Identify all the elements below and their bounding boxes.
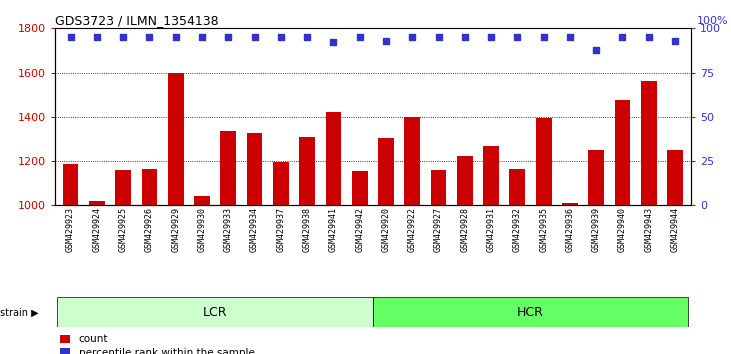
Text: GDS3723 / ILMN_1354138: GDS3723 / ILMN_1354138 xyxy=(55,14,219,27)
Bar xyxy=(562,203,577,205)
Point xyxy=(591,47,602,52)
Bar xyxy=(58,297,373,327)
Bar xyxy=(142,169,157,205)
Point xyxy=(538,34,550,40)
Point xyxy=(459,34,471,40)
Point xyxy=(249,34,260,40)
Point xyxy=(354,34,366,40)
Point xyxy=(380,38,392,44)
Bar xyxy=(299,137,315,205)
Point xyxy=(406,34,418,40)
Point xyxy=(669,38,681,44)
Bar xyxy=(378,138,394,205)
Bar xyxy=(89,201,105,205)
Point xyxy=(564,34,576,40)
Point xyxy=(327,40,339,45)
Point xyxy=(433,34,444,40)
Point xyxy=(117,34,129,40)
Legend: count, percentile rank within the sample: count, percentile rank within the sample xyxy=(60,335,254,354)
Bar xyxy=(63,164,78,205)
Bar xyxy=(588,150,604,205)
Text: 100%: 100% xyxy=(697,16,728,25)
Point xyxy=(512,34,523,40)
Bar xyxy=(615,100,630,205)
Bar xyxy=(641,81,656,205)
Bar xyxy=(510,169,526,205)
Bar xyxy=(168,73,183,205)
Bar xyxy=(325,113,341,205)
Point xyxy=(643,34,654,40)
Bar xyxy=(457,155,473,205)
Bar xyxy=(194,196,210,205)
Point xyxy=(91,34,103,40)
Text: HCR: HCR xyxy=(517,306,544,319)
Point xyxy=(65,34,77,40)
Point xyxy=(275,34,287,40)
Point xyxy=(485,34,497,40)
Bar xyxy=(431,170,447,205)
Point xyxy=(196,34,208,40)
Point xyxy=(170,34,181,40)
Bar xyxy=(536,118,551,205)
Point xyxy=(143,34,155,40)
Point xyxy=(617,34,629,40)
Bar xyxy=(404,117,420,205)
Point xyxy=(301,34,313,40)
Point xyxy=(222,34,234,40)
Text: LCR: LCR xyxy=(203,306,227,319)
Text: strain ▶: strain ▶ xyxy=(0,307,39,318)
Bar xyxy=(220,131,236,205)
Bar xyxy=(352,171,368,205)
Bar xyxy=(483,145,499,205)
Bar xyxy=(115,170,131,205)
Bar xyxy=(373,297,688,327)
Bar xyxy=(667,150,683,205)
Bar xyxy=(246,133,262,205)
Bar xyxy=(273,162,289,205)
